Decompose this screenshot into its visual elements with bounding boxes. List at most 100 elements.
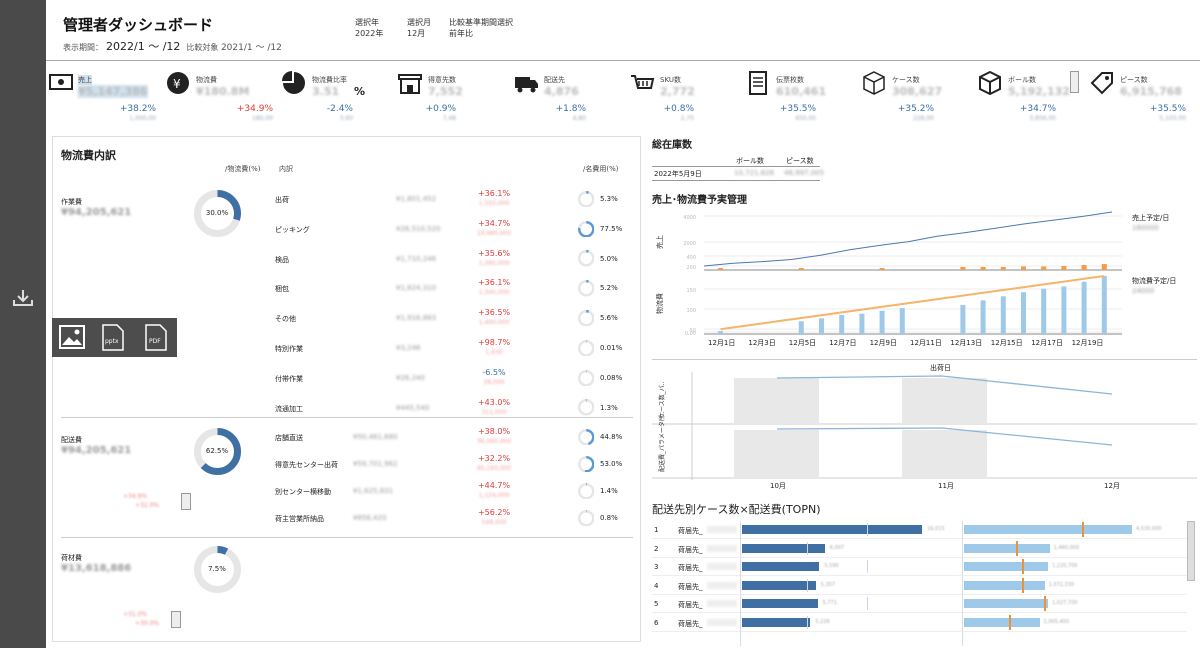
stock-col-ball: ボール数 — [736, 157, 764, 165]
topn-cost-marker — [1022, 559, 1024, 574]
topn-title: 配送先別ケース数×配送費(TOPN) — [652, 503, 821, 516]
topn-name: 荷届先_ — [678, 527, 703, 535]
item-share: 44.8% — [600, 433, 623, 441]
topn-cost-value: 1,027,700 — [1052, 600, 1078, 606]
topn-name: 荷届先_ — [678, 564, 703, 572]
col-share-label: /名費用(%) — [583, 165, 619, 173]
table-row[interactable]: 2 荷届先_ 6,007 1,460,000 — [652, 540, 1187, 558]
topn-case-value: 5,771 — [822, 600, 837, 606]
budget-y2-tick: 100 — [686, 308, 696, 314]
topn-rank: 2 — [654, 544, 659, 553]
cost-bar — [718, 331, 723, 334]
kpi-card[interactable]: ボール数 5,192,132 +34.7% 3,856,00 — [978, 67, 1090, 127]
ship-chart: ケース数_パ..配送費_パラメータ所.. — [652, 372, 1197, 480]
kpi-card[interactable]: 配送先 4,876 +1.8% 4,80 — [514, 67, 626, 127]
month-selector[interactable]: 選択月 12月 — [407, 18, 431, 38]
sales-bar — [980, 267, 986, 270]
cost-bar — [879, 310, 885, 334]
topn-rank: 3 — [654, 563, 659, 571]
budget-legend-sales-sub: 160000 — [1132, 224, 1159, 232]
topn-scrollbar[interactable] — [1187, 521, 1195, 581]
table-row[interactable]: 1 荷届先_ 16,015 4,530,000 — [652, 521, 1187, 539]
kpi-change: +35.5% — [1149, 104, 1186, 114]
item-change: +38.0% — [477, 427, 511, 436]
budget-x-label: 12月7日 — [829, 339, 857, 347]
topn-cost-bar — [964, 599, 1048, 608]
kpi-change: +0.9% — [425, 104, 456, 114]
ship-band — [902, 378, 987, 424]
truck-icon — [515, 77, 538, 93]
item-name: 流通加工 — [275, 404, 303, 413]
kpi-card[interactable]: 物流費比率 3.51% -2.4% 3.60 — [282, 67, 394, 127]
item-change: -6.5% — [482, 367, 506, 377]
budget-x-label: 12月9日 — [869, 339, 897, 347]
kpi-unit: % — [354, 85, 366, 98]
topn-cost-marker — [1044, 596, 1046, 611]
kpi-label: 伝票枚数 — [776, 76, 804, 84]
kpi-card[interactable]: ¥ 物流費 ¥180.8M +34.9% 180,00 — [166, 67, 278, 127]
topn-cost-value: 1,220,700 — [1052, 563, 1078, 569]
item-share: 5.0% — [600, 254, 618, 263]
item-share: 5.6% — [600, 314, 618, 323]
compare-selector[interactable]: 比較基準期間選択 前年比 — [449, 18, 513, 38]
budget-x-label: 12月3日 — [748, 339, 776, 347]
cost-bar — [859, 313, 865, 334]
table-row[interactable]: 4 荷届先_ 5,357 1,072,330 — [652, 577, 1187, 595]
kpi-value: 6,915,768 — [1120, 85, 1182, 98]
group-foot: +34.9% — [123, 493, 148, 500]
item-sub: 1,124,000 — [478, 492, 510, 499]
kpi-sub: 7,48 — [442, 115, 456, 122]
sales-bar — [960, 267, 966, 270]
export-toolbar: pptx PDF — [52, 318, 177, 357]
kpi-change: +35.5% — [779, 104, 816, 114]
col-ratio-label: /物流費(%) — [225, 165, 261, 173]
item-amount: ¥59,701,962 — [353, 460, 398, 468]
year-selector[interactable]: 選択年 2022年 — [355, 18, 384, 38]
sales-bar — [1061, 266, 1067, 270]
kpi-change: +34.7% — [1019, 104, 1056, 114]
item-sub: 1,400,000 — [478, 319, 510, 327]
group-scroll-handle[interactable] — [171, 611, 181, 628]
item-amount: ¥1,801,452 — [396, 195, 437, 203]
budget-y2-label: 物流費 — [655, 293, 664, 314]
kpi-card[interactable]: 売上 ¥5,147,386 +38.2% 1,000,00 — [48, 67, 160, 127]
topn-cost-bar — [964, 617, 1040, 627]
pdf-export-icon[interactable]: PDF — [145, 324, 167, 351]
group-scroll-handle[interactable] — [181, 493, 191, 510]
item-sub: 311,000 — [481, 408, 507, 416]
ship-month-label: 12月 — [1104, 482, 1120, 490]
kpi-scroll-handle[interactable] — [1070, 71, 1079, 93]
sales-bar — [879, 268, 885, 270]
item-change: +36.5% — [477, 308, 511, 318]
kpi-value: 2,772 — [660, 85, 695, 98]
kpi-card[interactable]: 伝票枚数 610,461 +35.5% 450,00 — [746, 67, 858, 127]
kpi-change: +0.8% — [663, 104, 694, 114]
image-export-icon[interactable] — [59, 325, 85, 349]
kpi-card[interactable]: SKU数 2,772 +0.8% 2,75 — [630, 67, 742, 127]
kpi-label: ケース数 — [892, 76, 920, 84]
topn-cost-bar — [964, 525, 1132, 534]
cost-bar — [1021, 292, 1026, 334]
kpi-card[interactable]: 得意先数 7,552 +0.9% 7,48 — [398, 67, 510, 127]
group-name: 配送費 — [61, 436, 82, 444]
table-row[interactable]: 6 荷届先_ 5,226 1,005,400 — [652, 614, 1187, 632]
kpi-card[interactable]: ケース数 308,627 +35.2% 228,00 — [862, 67, 974, 127]
sales-bar — [718, 268, 723, 270]
sales-bar — [798, 268, 804, 270]
topn-name: 荷届先_ — [678, 582, 703, 591]
item-share-donut — [577, 399, 595, 416]
item-share: 77.5% — [600, 224, 623, 233]
sales-bar — [1081, 265, 1087, 270]
item-change: +32.2% — [477, 454, 511, 463]
download-icon[interactable] — [12, 288, 34, 308]
kpi-value: 7,552 — [428, 85, 463, 98]
item-share-donut — [577, 428, 595, 446]
cost-bar — [1041, 288, 1047, 334]
kpi-card[interactable]: ピース数 6,915,768 +35.5% 5,103,00 — [1090, 67, 1200, 127]
pptx-export-icon[interactable]: pptx — [102, 324, 124, 351]
compare-value: 2021/1 ～ /12 — [220, 43, 282, 53]
table-row[interactable]: 5 荷届先_ 5,771 1,027,700 — [652, 595, 1187, 613]
table-row[interactable]: 3 荷届先_ 5,590 1,220,700 — [652, 558, 1187, 576]
group-foot: +31.0% — [123, 611, 148, 618]
topn-cost-value: 1,460,000 — [1053, 544, 1080, 551]
